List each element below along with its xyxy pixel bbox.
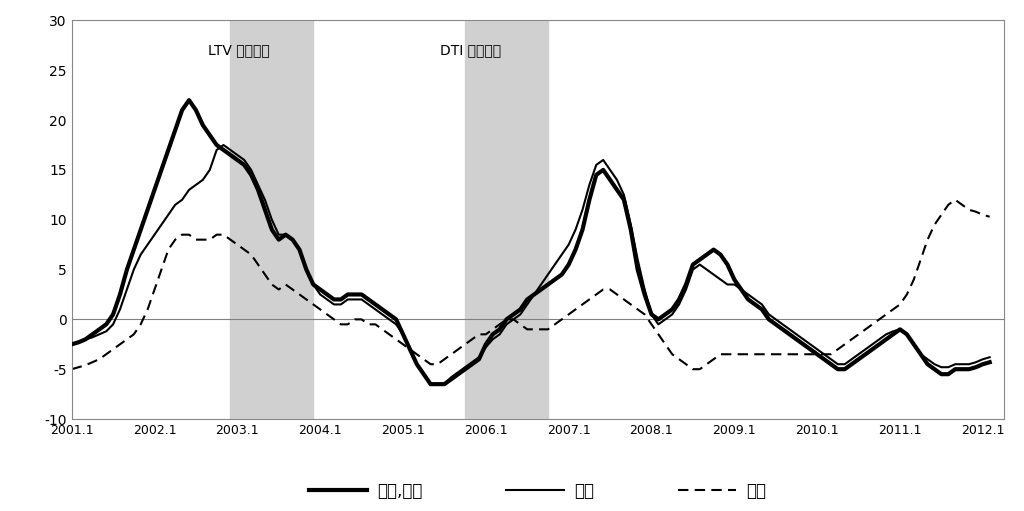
Legend: 서울,인천, 경기, 지방: 서울,인천, 경기, 지방 [302,475,773,506]
Text: DTI 규제기간: DTI 규제기간 [440,43,502,57]
Bar [465,20,548,419]
Bar [230,20,313,419]
Text: LTV 규제기간: LTV 규제기간 [208,43,270,57]
